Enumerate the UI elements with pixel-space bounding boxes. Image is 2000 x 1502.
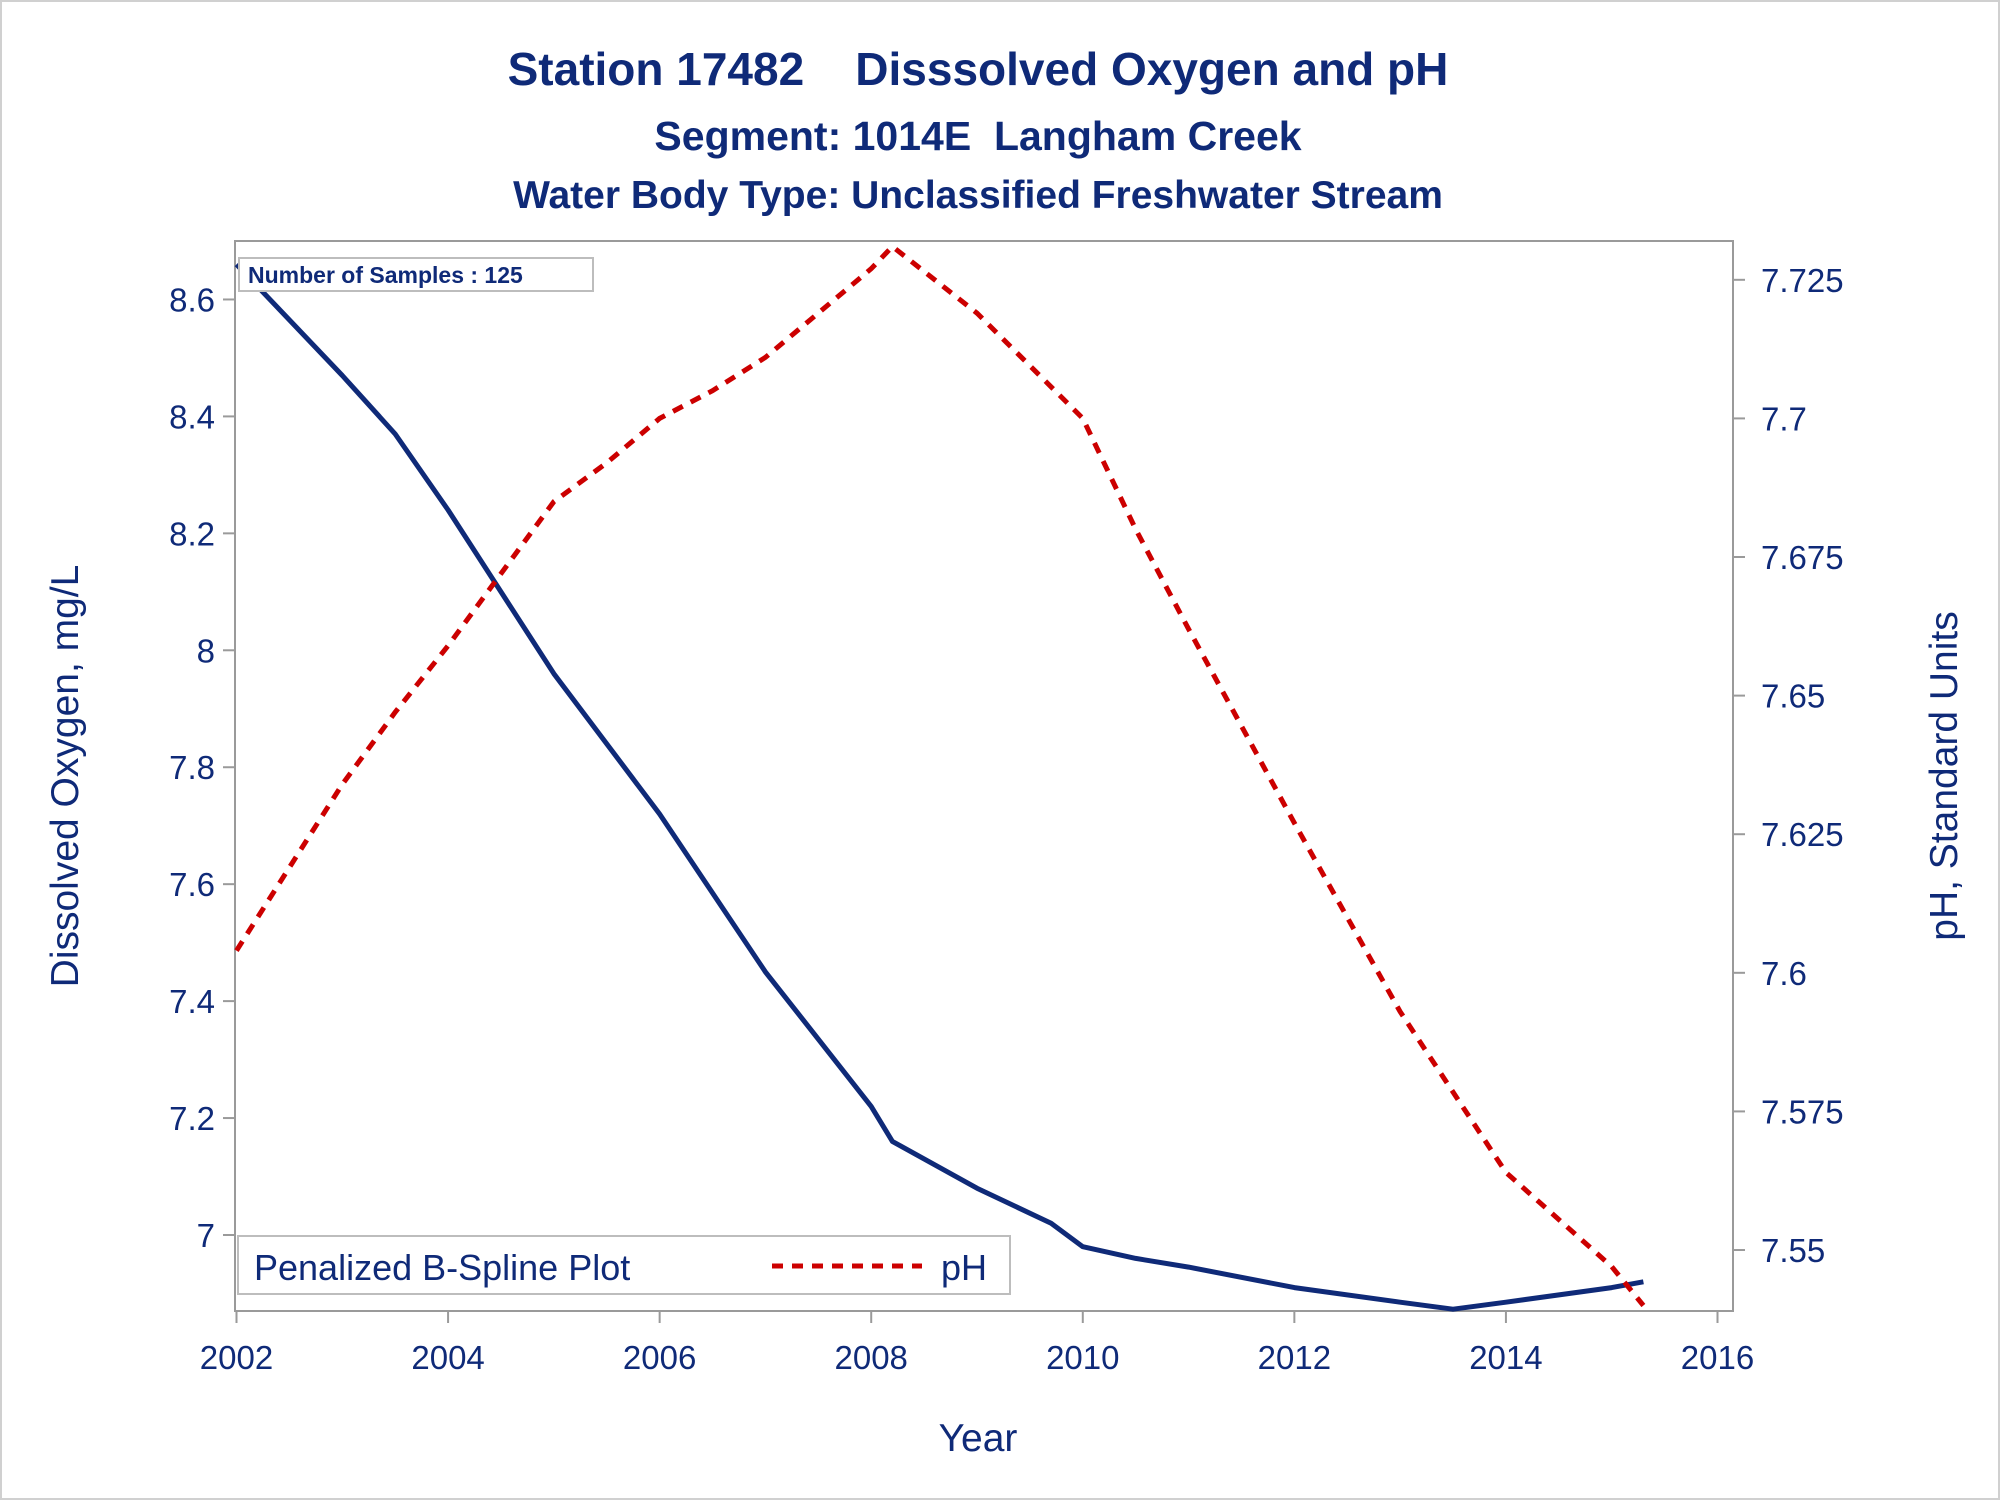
x-tick-label: 2010 (1046, 1339, 1119, 1376)
x-tick-label: 2004 (411, 1339, 484, 1376)
sample-count-box (238, 257, 594, 292)
chart-subtitle-2: Water Body Type: Unclassified Freshwater… (513, 174, 1443, 217)
y-tick-label: 7.4 (169, 983, 215, 1020)
x-tick-label: 2014 (1469, 1339, 1542, 1376)
legend-title: Penalized B-Spline Plot (254, 1247, 630, 1288)
y2-tick-label: 7.65 (1761, 678, 1825, 715)
y-axis-left: 7 7.2 7.4 7.6 7.8 8 8.2 8.4 8.6 (169, 281, 235, 1254)
x-tick-label: 2002 (200, 1339, 273, 1376)
y2-tick-label: 7.675 (1761, 539, 1844, 576)
y-tick-label: 8.4 (169, 398, 215, 435)
sample-count-text: Number of Samples : 125 (248, 262, 523, 288)
y2-tick-label: 7.575 (1761, 1093, 1844, 1130)
legend-box (237, 1235, 1011, 1295)
x-tick-label: 2016 (1681, 1339, 1754, 1376)
y-tick-label: 7 (197, 1217, 215, 1254)
y-tick-label: 8.6 (169, 281, 215, 318)
x-tick-label: 2012 (1258, 1339, 1331, 1376)
y2-axis-label: pH, Standard Units (1923, 611, 1966, 941)
series-line-dissolved-oxygen (234, 262, 1644, 1312)
series-line-ph (234, 243, 1646, 1308)
x-axis-label: Year (939, 1417, 1018, 1460)
y-axis-right: 7.55 7.575 7.6 7.625 7.65 7.675 7.7 7.725 (1733, 262, 1844, 1269)
legend-entry-ph: pH (941, 1247, 987, 1288)
x-axis: 2002 2004 2006 2008 2010 2012 2014 2016 (200, 1311, 1754, 1376)
y2-tick-label: 7.7 (1761, 400, 1807, 437)
y2-tick-label: 7.6 (1761, 955, 1807, 992)
x-tick-label: 2006 (623, 1339, 696, 1376)
y-tick-label: 7.6 (169, 866, 215, 903)
y2-tick-label: 7.725 (1761, 262, 1844, 299)
chart-title: Station 17482 Disssolved Oxygen and pH (508, 43, 1449, 95)
y-tick-label: 8 (197, 632, 215, 669)
legend: Penalized B-Spline Plot pH (237, 1235, 1011, 1295)
y-tick-label: 7.8 (169, 749, 215, 786)
y2-tick-label: 7.55 (1761, 1232, 1825, 1269)
x-tick-label: 2008 (835, 1339, 908, 1376)
y-tick-label: 8.2 (169, 515, 215, 552)
y2-tick-label: 7.625 (1761, 816, 1844, 853)
chart-subtitle: Segment: 1014E Langham Creek (654, 113, 1301, 159)
y-axis-label: Dissolved Oxygen, mg/L (44, 565, 87, 988)
y-tick-label: 7.2 (169, 1100, 215, 1137)
plot-frame (234, 240, 1734, 1312)
